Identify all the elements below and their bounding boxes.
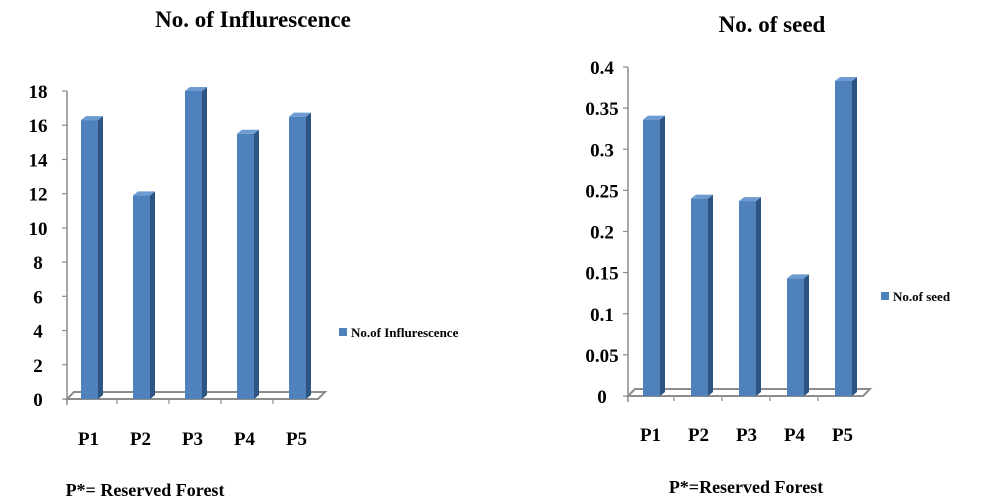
bar-front (787, 278, 804, 396)
bar-front (185, 91, 202, 399)
x-tick-label: P2 (130, 429, 151, 450)
bar-side (708, 194, 713, 396)
bar-side (98, 116, 103, 399)
y-tick-label: 0.35 (585, 99, 618, 120)
x-tick-label: P2 (688, 425, 709, 446)
chart-floor (625, 388, 873, 401)
bar-top (787, 274, 809, 279)
bar-side (660, 115, 665, 396)
x-tick-label: P5 (286, 429, 307, 450)
x-axis-title: P*=Reserved Forest (669, 477, 823, 497)
bar-top (643, 115, 665, 120)
y-tick-label: 4 (33, 322, 43, 343)
y-tick-label: 0 (33, 390, 43, 411)
legend: No.of seed (881, 289, 951, 304)
bar-front (289, 116, 306, 400)
bar-front (81, 120, 98, 399)
x-tick-label: P4 (234, 429, 256, 450)
y-tick-label: 14 (29, 150, 49, 171)
y-tick-label: 0.2 (590, 223, 614, 244)
y-tick-label: 0.3 (590, 140, 614, 161)
bar-front (835, 80, 852, 397)
bar-front (739, 201, 756, 396)
bar-front (643, 119, 660, 396)
bar-p1 (643, 115, 665, 396)
bar-top (133, 191, 155, 196)
x-axis-labels: P1 P2 P3 P4 P5 (78, 429, 307, 450)
chart-title: No. of seed (719, 12, 826, 37)
bar-p4 (237, 129, 259, 399)
y-axis: 0 0.05 0.1 0.15 0.2 0.25 0.3 0.35 0.4 (585, 58, 629, 408)
y-tick-label: 8 (33, 253, 43, 274)
y-tick-label: 0.25 (585, 181, 618, 202)
y-axis: 0 2 4 6 8 10 12 14 16 18 (29, 82, 68, 411)
y-tick-label: 16 (29, 116, 48, 137)
floor-outline (64, 391, 328, 400)
legend-swatch (339, 328, 347, 336)
seed-chart: No. of seed 0 0.05 0.1 0.15 0.2 0.25 0.3 0.35 0.… (585, 12, 951, 497)
bars (81, 87, 311, 400)
bar-p4 (787, 274, 809, 396)
chart-floor (64, 391, 328, 404)
y-tick-label: 0.1 (590, 305, 614, 326)
x-tick-label: P5 (832, 425, 853, 446)
x-axis-labels: P1 P2 P3 P4 P5 (640, 425, 853, 446)
bar-top (739, 197, 761, 202)
bar-p5 (289, 112, 311, 400)
bar-p5 (835, 76, 857, 397)
bar-front (133, 195, 150, 399)
bar-side (202, 87, 207, 399)
legend-label: No.of seed (893, 289, 951, 304)
bar-side (804, 274, 809, 396)
bar-p3 (739, 197, 761, 396)
y-tick-label: 2 (33, 356, 43, 377)
bar-top (289, 112, 311, 117)
bar-top (835, 76, 857, 81)
x-tick-label: P4 (784, 425, 806, 446)
y-tick-label: 6 (33, 287, 43, 308)
legend-swatch (881, 292, 889, 300)
bar-top (691, 194, 713, 199)
x-tick-label: P3 (182, 429, 203, 450)
y-tick-label: 0 (597, 387, 607, 408)
bar-side (254, 129, 259, 399)
bar-top (185, 87, 207, 91)
y-tick-label: 18 (29, 82, 48, 103)
bar-side (150, 191, 155, 399)
y-tick-label: 0.4 (590, 58, 614, 79)
bar-p2 (691, 194, 713, 396)
x-tick-label: P1 (78, 429, 99, 450)
y-tick-label: 0.15 (585, 264, 618, 285)
x-tick-label: P3 (736, 425, 757, 446)
y-tick-label: 10 (29, 219, 48, 240)
bar-top (237, 129, 259, 134)
y-tick-label: 0.05 (585, 346, 618, 367)
bar-p3 (185, 87, 207, 399)
bar-side (756, 197, 761, 396)
legend: No.of Influrescence (339, 325, 459, 340)
chart-title: No. of Influrescence (155, 7, 351, 32)
bar-front (691, 198, 708, 396)
bar-p2 (133, 191, 155, 399)
bar-top (81, 116, 103, 121)
bars (643, 76, 857, 397)
x-axis-title: P*= Reserved Forest (66, 480, 225, 500)
x-tick-label: P1 (640, 425, 661, 446)
y-tick-label: 12 (29, 185, 48, 206)
bar-side (852, 76, 857, 397)
bar-front (237, 133, 254, 399)
legend-label: No.of Influrescence (351, 325, 459, 340)
bar-p1 (81, 116, 103, 399)
bar-side (306, 112, 311, 400)
floor-outline (625, 388, 873, 397)
